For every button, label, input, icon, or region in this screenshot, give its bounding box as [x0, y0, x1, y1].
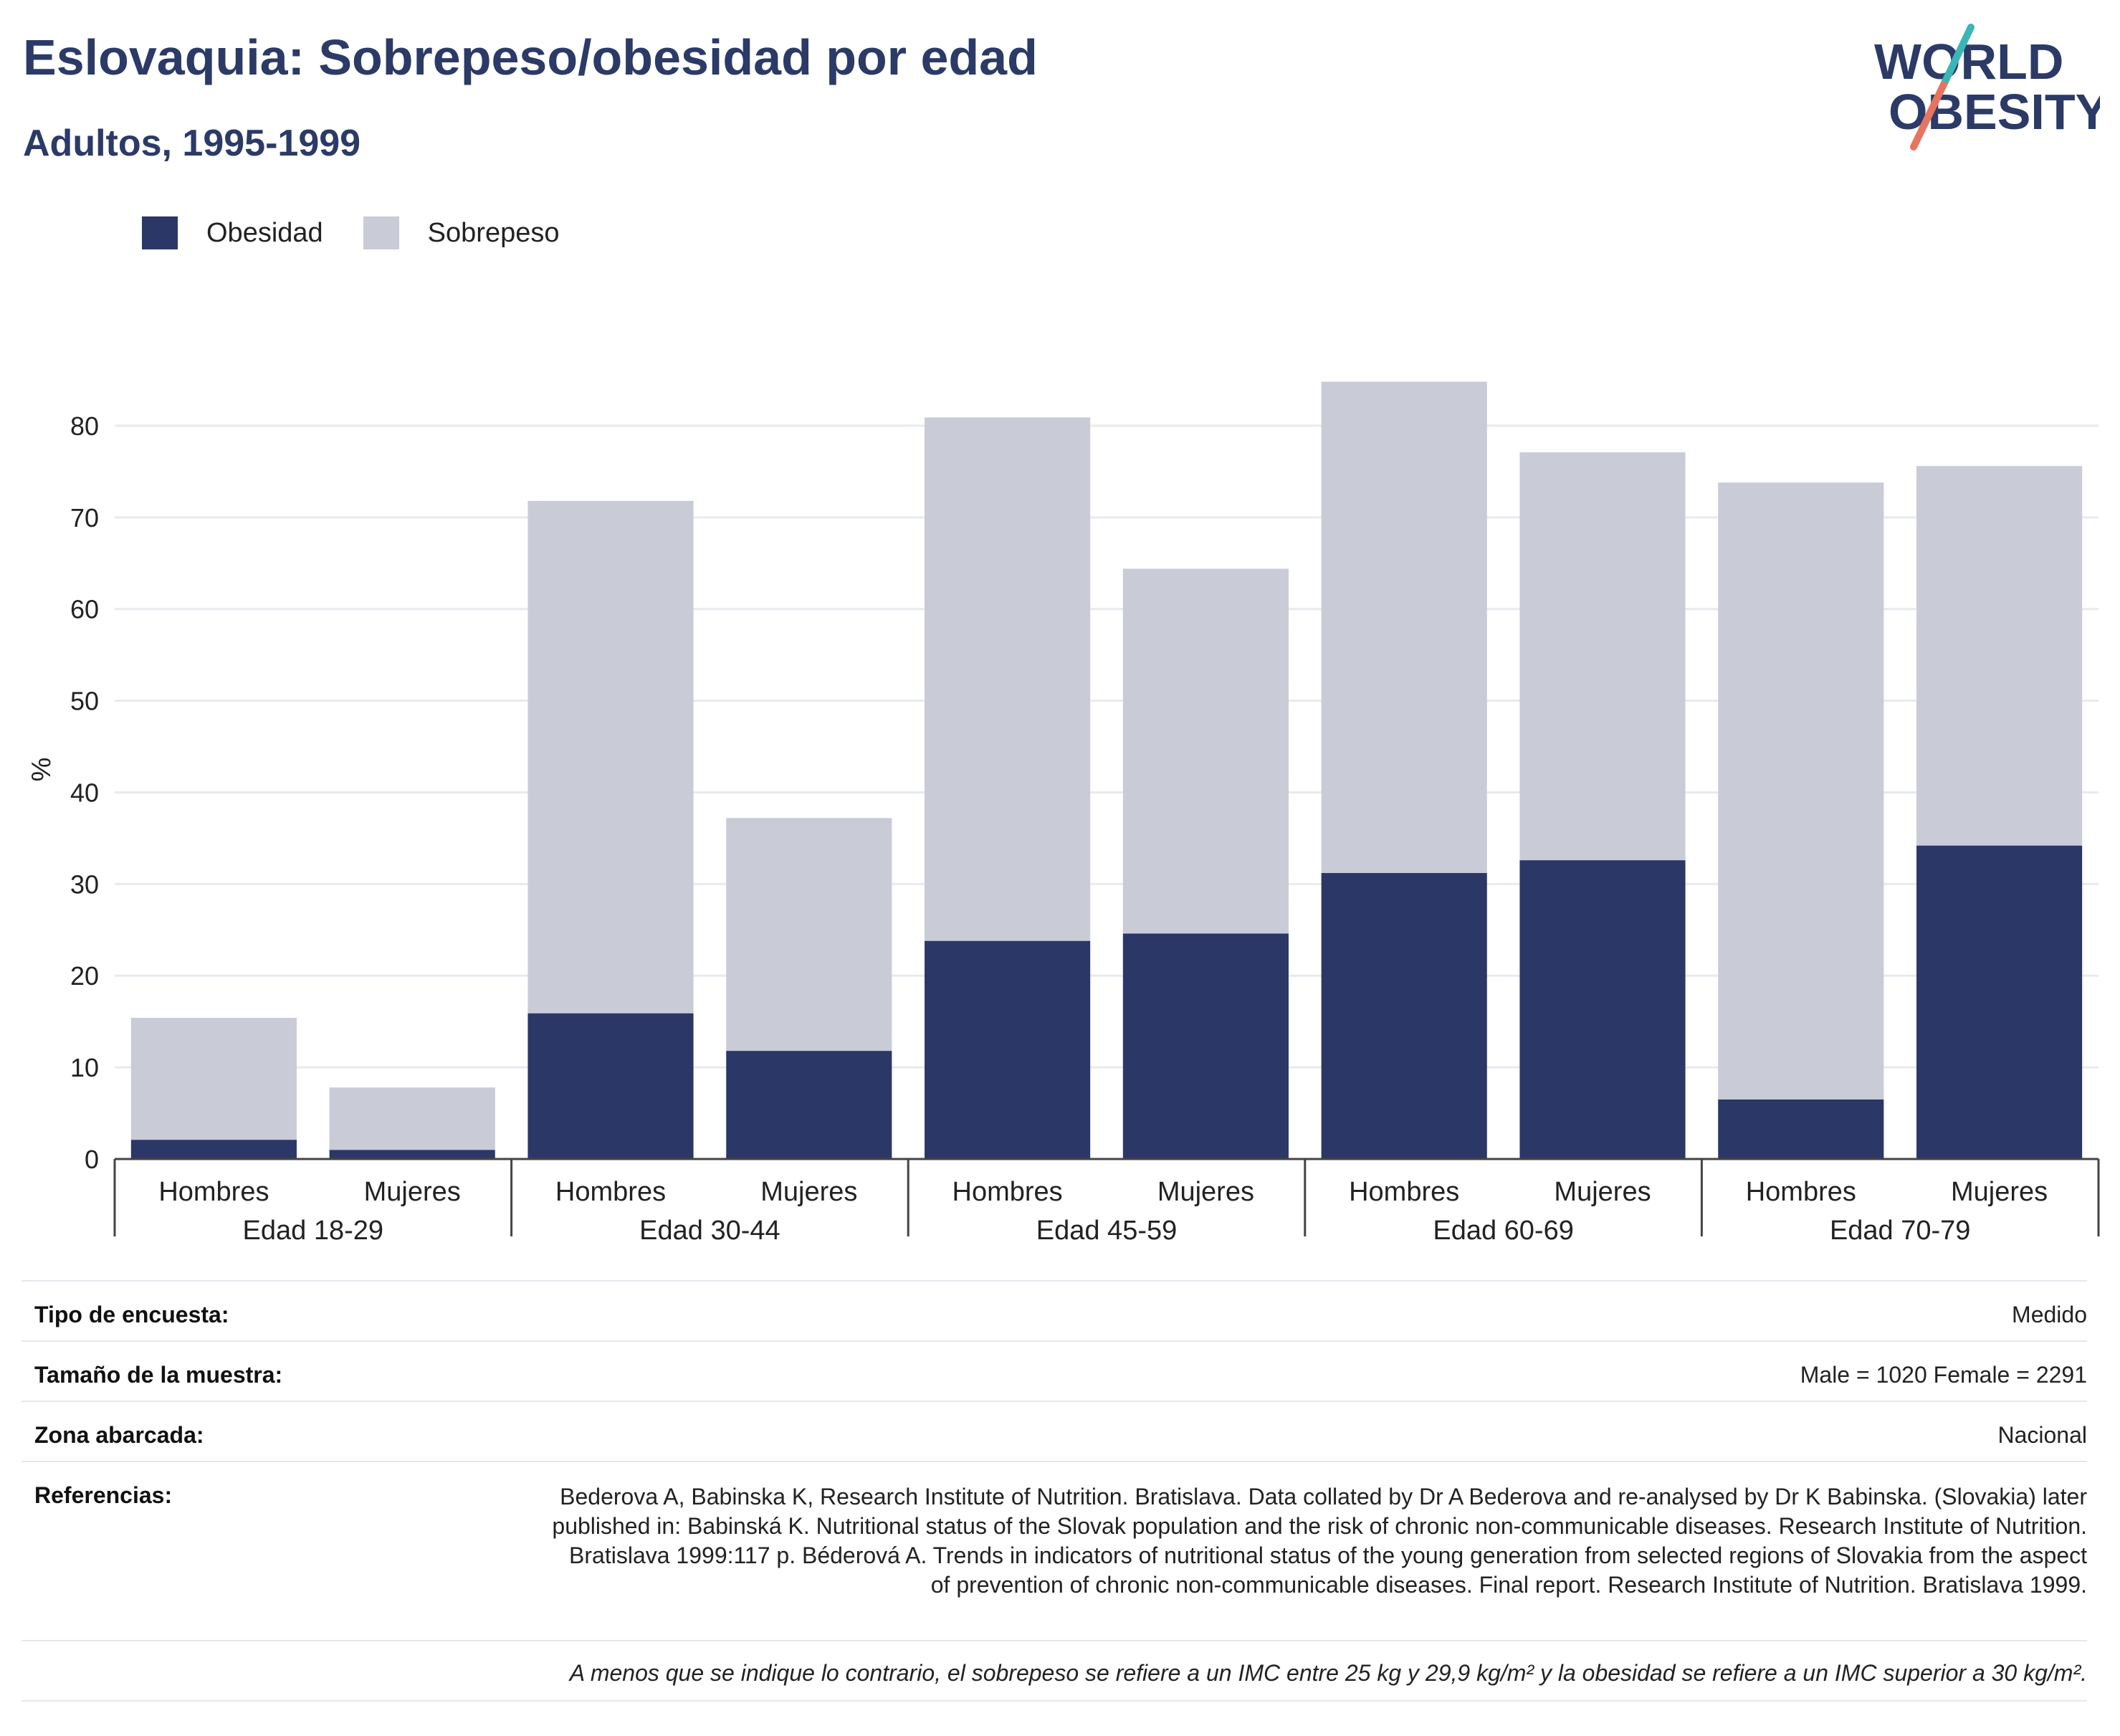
bar-overweight: [1519, 452, 1686, 861]
bar-obesity: [925, 940, 1091, 1159]
bar-overweight: [1122, 568, 1289, 934]
bar-obesity: [130, 1140, 297, 1159]
sample-size-value: Male = 1020 Female = 2291: [1800, 1362, 2087, 1388]
bar-obesity: [1321, 873, 1487, 1159]
bar-obesity: [1718, 1099, 1884, 1159]
bar-overweight: [130, 1018, 297, 1140]
bar-overweight: [1718, 482, 1884, 1100]
logo-text-world: WORLD: [1874, 34, 2063, 90]
bar-overweight: [1916, 466, 2083, 846]
y-tick-label: 80: [70, 411, 99, 441]
x-tick-label: Mujeres: [1157, 1177, 1254, 1207]
legend-label-obesity: Obesidad: [206, 217, 323, 248]
legend-swatch-overweight: [363, 216, 399, 249]
world-obesity-logo: WORLD OBESITY: [1874, 24, 2100, 151]
x-tick-label: Hombres: [1746, 1177, 1856, 1207]
bar-obesity: [1916, 845, 2083, 1159]
bar-overweight: [329, 1087, 495, 1150]
x-tick-label: Hombres: [158, 1177, 269, 1207]
legend-swatch-obesity: [142, 216, 178, 249]
info-row-survey-type: Tipo de encuesta: Medido: [22, 1280, 2087, 1340]
y-tick-label: 10: [70, 1053, 99, 1082]
bar-chart: 0 10 20 30 40 50 60 70 80% Hombres Mujeres Hombres M…: [27, 381, 2100, 1246]
definition-footnote: A menos que se indique lo contrario, el …: [22, 1640, 2087, 1702]
logo-slash-teal: [1940, 24, 1975, 88]
x-tick-label: Hombres: [1349, 1177, 1459, 1207]
bar-overweight: [925, 417, 1091, 941]
bar-obesity: [1519, 860, 1686, 1159]
x-tick-label: Mujeres: [364, 1177, 461, 1207]
bar-overweight: [527, 500, 694, 1014]
bar-obesity: [1122, 933, 1289, 1159]
area-label: Zona abarcada:: [34, 1422, 204, 1448]
axes: [113, 1158, 2100, 1236]
bar-overweight: [726, 818, 892, 1051]
info-row-area: Zona abarcada: Nacional: [22, 1401, 2087, 1461]
y-tick-label: 60: [70, 595, 99, 624]
bars: [130, 381, 2083, 1159]
group-label: Edad 45-59: [1036, 1216, 1178, 1246]
x-tick-label: Mujeres: [760, 1177, 857, 1207]
survey-type-label: Tipo de encuesta:: [34, 1302, 229, 1327]
legend-item-overweight[interactable]: Sobrepeso: [363, 216, 560, 249]
group-label: Edad 18-29: [243, 1216, 384, 1246]
x-tick-label: Mujeres: [1951, 1177, 2048, 1207]
x-tick-label: Hombres: [952, 1177, 1063, 1207]
logo-slash-coral: [1910, 81, 1947, 151]
chart-legend: Obesidad Sobrepeso: [142, 215, 599, 251]
info-row-references: Referencias: Bederova A, Babinska K, Res…: [22, 1461, 2087, 1640]
y-tick-label: 40: [70, 778, 99, 807]
y-tick-label: 20: [70, 961, 99, 991]
group-label: Edad 70-79: [1830, 1216, 1971, 1246]
group-label: Edad 30-44: [639, 1216, 780, 1246]
bar-obesity: [726, 1051, 892, 1159]
legend-item-obesity[interactable]: Obesidad: [142, 216, 323, 249]
area-value: Nacional: [1997, 1422, 2087, 1448]
y-tick-label: 70: [70, 503, 99, 533]
bar-obesity: [527, 1013, 694, 1159]
x-tick-label: Hombres: [555, 1177, 666, 1207]
survey-info-table: Tipo de encuesta: Medido Tamaño de la mu…: [22, 1280, 2087, 1702]
y-axis-label: %: [27, 758, 57, 782]
references-label: Referencias:: [34, 1482, 173, 1508]
axis-labels: 0 10 20 30 40 50 60 70 80% Hombres Mujeres Hombres M…: [27, 411, 2048, 1246]
legend-label-overweight: Sobrepeso: [427, 217, 560, 248]
sample-size-label: Tamaño de la muestra:: [34, 1362, 283, 1388]
references-value: Bederova A, Babinska K, Research Institu…: [552, 1484, 2087, 1598]
bar-overweight: [1321, 381, 1487, 874]
y-tick-label: 30: [70, 869, 99, 899]
bar-obesity: [329, 1150, 495, 1159]
chart-subtitle: Adultos, 1995-1999: [23, 123, 361, 164]
x-tick-label: Mujeres: [1554, 1177, 1651, 1207]
survey-type-value: Medido: [2012, 1302, 2087, 1327]
y-tick-label: 50: [70, 687, 99, 716]
group-label: Edad 60-69: [1433, 1216, 1574, 1246]
y-tick-label: 0: [85, 1145, 99, 1174]
info-row-sample-size: Tamaño de la muestra: Male = 1020 Female…: [22, 1340, 2087, 1401]
chart-title: Eslovaquia: Sobrepeso/obesidad por edad: [23, 29, 1038, 85]
